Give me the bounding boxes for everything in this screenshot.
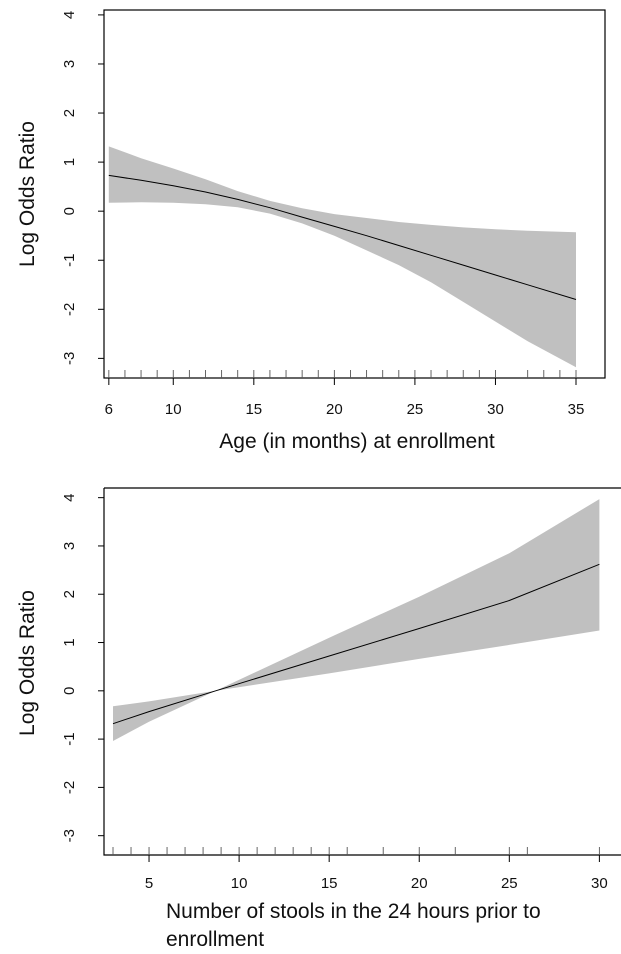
x-tick-label: 25 xyxy=(501,875,518,892)
fitted-line xyxy=(112,563,600,725)
y-tick-label: 0 xyxy=(61,687,78,695)
y-tick-label: -2 xyxy=(61,781,78,794)
x-tick-label: 10 xyxy=(165,401,182,418)
y-tick-label: -1 xyxy=(61,732,78,745)
x-tick-label: 10 xyxy=(231,875,248,892)
y-tick-label: 1 xyxy=(61,638,78,646)
x-tick-label: 35 xyxy=(568,401,585,418)
y-tick-label: 2 xyxy=(61,590,78,598)
x-tick-label: 15 xyxy=(321,875,338,892)
y-tick-label: 3 xyxy=(61,542,78,550)
x-tick-label: 6 xyxy=(105,401,113,418)
y-tick-label: 2 xyxy=(61,109,78,117)
y-tick-label: 1 xyxy=(61,158,78,166)
fitted-line xyxy=(108,174,577,300)
y-tick-label: -2 xyxy=(61,303,78,316)
y-axis-title: Log Odds Ratio xyxy=(16,121,39,267)
x-tick-label: 20 xyxy=(326,401,343,418)
confidence-band xyxy=(113,499,600,741)
x-tick-label: 30 xyxy=(487,401,504,418)
x-tick-label: 25 xyxy=(407,401,424,418)
plot-frame xyxy=(103,9,606,379)
x-axis-title: Age (in months) at enrollment xyxy=(219,430,495,453)
x-axis-title: enrollment xyxy=(166,928,264,951)
y-tick-label: -3 xyxy=(61,829,78,842)
x-tick-label: 20 xyxy=(411,875,428,892)
x-tick-label: 5 xyxy=(145,875,153,892)
y-tick-label: -1 xyxy=(61,254,78,267)
chart-panel-2: -3 -2 -1 0 1 2 3 4 5 10 15 20 25 30 Number of stools i… xyxy=(16,487,621,951)
y-tick-label: 4 xyxy=(61,11,78,19)
x-tick-label: 15 xyxy=(245,401,262,418)
y-tick-label: 4 xyxy=(61,493,78,501)
x-tick-label: 30 xyxy=(591,875,608,892)
x-axis-title: Number of stools in the 24 hours prior t… xyxy=(166,900,541,923)
confidence-band xyxy=(108,146,577,368)
y-tick-label: -3 xyxy=(61,352,78,365)
y-axis-title: Log Odds Ratio xyxy=(16,590,39,736)
y-tick-label: 0 xyxy=(61,207,78,215)
chart-panel-1: -3 -2 -1 0 1 2 3 4 6 10 15 20 25 30 35 Age (in months) … xyxy=(16,9,606,453)
plot-frame xyxy=(103,487,621,856)
y-tick-label: 3 xyxy=(61,60,78,68)
